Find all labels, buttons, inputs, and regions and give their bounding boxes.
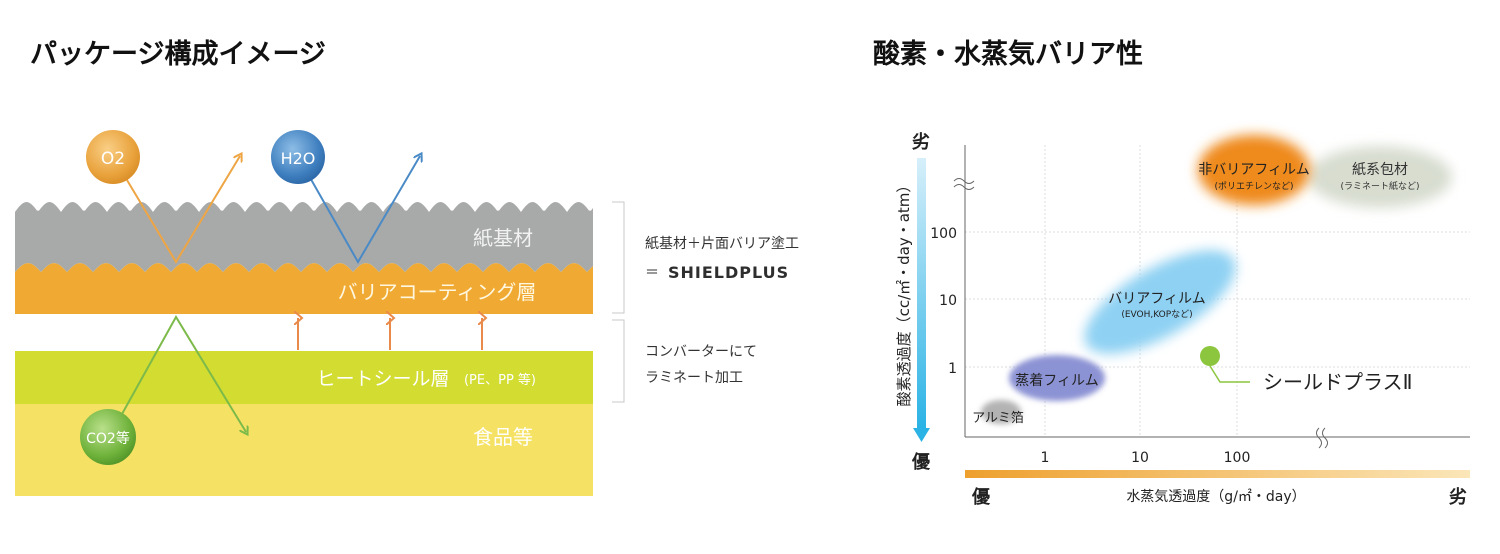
y-tick-label: 100 — [930, 226, 957, 242]
note-bottom-line2: ラミネート加工 — [645, 370, 743, 386]
heatseal-layer-note: (PE、PP 等) — [464, 372, 536, 388]
x-axis-left-label: 優 — [971, 486, 991, 508]
region-paper-packaging — [1308, 146, 1452, 208]
x-tick-label: 1 — [1041, 450, 1050, 466]
h2o-reflect-arrow — [299, 156, 420, 265]
y-tick-label: 1 — [948, 361, 957, 377]
x-tick-label: 10 — [1131, 450, 1149, 466]
svg-text:O2: O2 — [101, 149, 125, 169]
paper-layer — [15, 202, 593, 272]
right-title: 酸素・水蒸気バリア性 — [873, 38, 1143, 70]
shieldplus-label: シールドプラスⅡ — [1263, 370, 1412, 394]
note-bottom-line1: コンバーターにて — [645, 344, 757, 360]
co2-molecule-icon: CO2等 — [80, 409, 136, 465]
shieldplus-logo: SHIELDPLUS — [668, 263, 789, 282]
svg-text:CO2等: CO2等 — [86, 430, 130, 447]
food-layer-label: 食品等 — [473, 425, 533, 449]
note-top-line1: 紙基材＋片面バリア塗工 — [645, 235, 799, 252]
region-sublabel: (ポリエチレンなど) — [1214, 181, 1293, 192]
o2-molecule-icon: O2 — [86, 130, 140, 184]
shieldplus-leader-line — [1209, 365, 1250, 383]
lower-bracket — [612, 319, 625, 403]
barrier-layer-label: バリアコーティング層 — [338, 280, 537, 304]
region-barrier-film — [1084, 250, 1236, 354]
region-label: 非バリアフィルム — [1198, 162, 1309, 178]
h2o-molecule-icon: H2O — [271, 130, 325, 184]
region-label: アルミ箔 — [972, 410, 1024, 426]
y-axis-top-label: 劣 — [912, 131, 930, 153]
heatseal-layer — [15, 351, 593, 404]
shieldplus-point — [1200, 346, 1220, 366]
region-label: 紙系包材 — [1352, 162, 1408, 178]
x-axis-gradient-bar — [965, 470, 1470, 478]
barrier-layer — [15, 263, 593, 314]
co2-reflect-arrow — [111, 315, 246, 432]
y-axis-bottom-label: 優 — [911, 451, 931, 473]
y-tick-label: 10 — [939, 293, 957, 309]
heatseal-up-arrows — [298, 318, 482, 350]
o2-reflect-arrow — [114, 156, 240, 264]
region-sublabel: (ラミネート紙など) — [1340, 180, 1419, 192]
y-axis-break-icon — [953, 178, 975, 190]
note-top-line2: ＝ — [645, 265, 659, 281]
region-sublabel: (EVOH,KOPなど) — [1121, 309, 1192, 320]
region-label: 蒸着フィルム — [1015, 373, 1098, 389]
paper-layer-label: 紙基材 — [473, 226, 533, 250]
y-axis-arrow-icon — [913, 428, 930, 442]
upper-bracket — [612, 201, 625, 314]
region-vapor-deposited-film — [1009, 355, 1105, 401]
x-axis-right-label: 劣 — [1449, 486, 1467, 508]
region-non-barrier-film — [1198, 135, 1310, 205]
left-title: パッケージ構成イメージ — [30, 39, 326, 70]
region-aluminium-foil — [981, 400, 1021, 424]
x-axis-title: 水蒸気透過度（g/㎡・day） — [1126, 489, 1305, 505]
x-tick-label: 100 — [1224, 450, 1251, 466]
svg-text:H2O: H2O — [281, 149, 316, 168]
y-axis-title: 酸素透過度（cc/㎡・day・atm） — [895, 178, 913, 407]
x-axis-break-icon — [1316, 427, 1328, 449]
heatseal-layer-label: ヒートシール層 — [316, 368, 449, 390]
region-label: バリアフィルム — [1108, 291, 1205, 307]
y-axis-gradient-bar — [917, 158, 926, 428]
